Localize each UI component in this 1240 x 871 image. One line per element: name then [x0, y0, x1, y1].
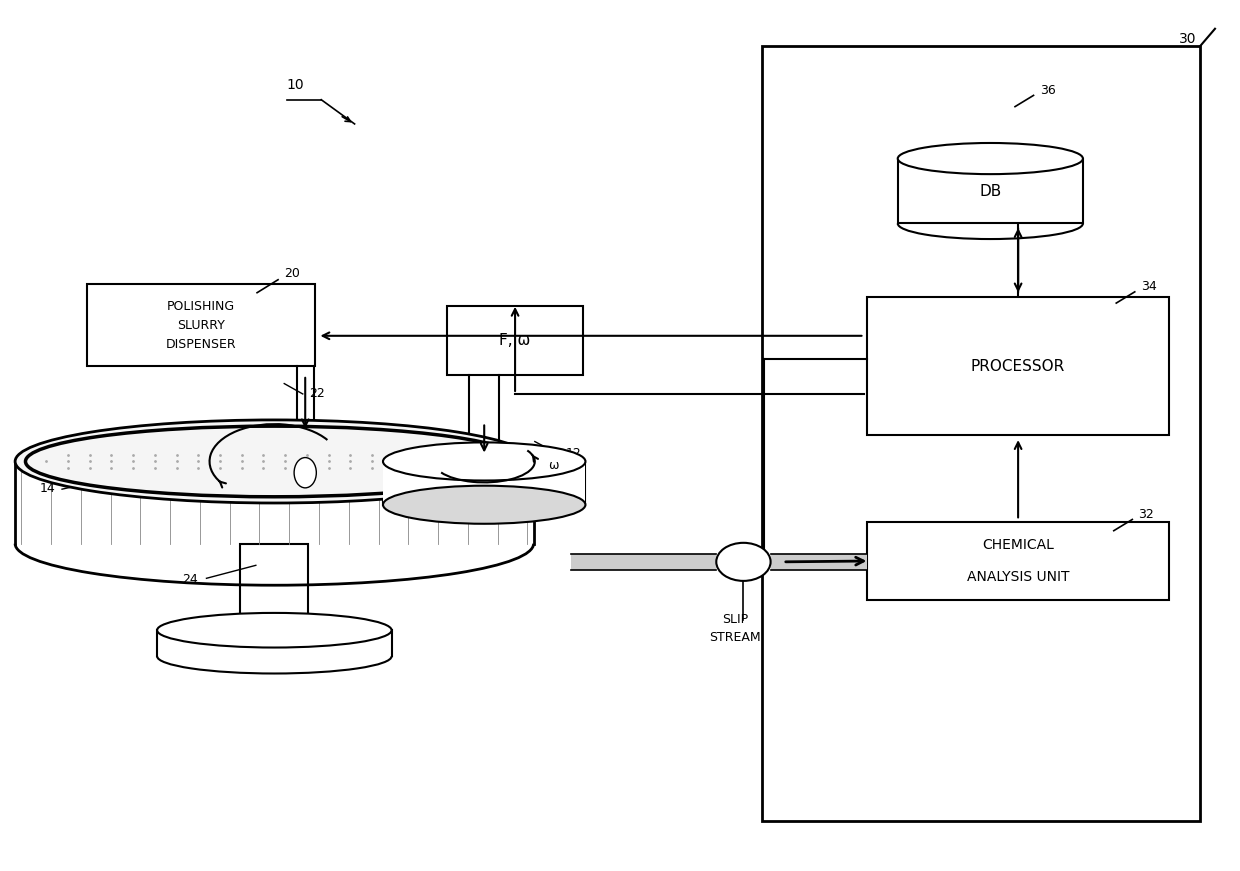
Text: 24: 24 [182, 572, 197, 585]
Bar [898, 159, 1083, 224]
Circle shape [717, 543, 770, 581]
Bar [761, 46, 1200, 820]
Text: STREAM: STREAM [709, 631, 760, 644]
Text: 14: 14 [40, 482, 56, 495]
Bar [867, 522, 1169, 600]
Text: 30: 30 [1179, 32, 1197, 46]
Text: 12: 12 [565, 447, 582, 460]
Text: 20: 20 [284, 267, 300, 280]
Text: CHEMICAL: CHEMICAL [982, 538, 1054, 552]
Text: 16: 16 [448, 512, 463, 525]
Text: POLISHING: POLISHING [167, 300, 234, 313]
Text: DISPENSER: DISPENSER [166, 338, 236, 351]
Bar [157, 631, 392, 656]
Bar [448, 306, 583, 375]
Ellipse shape [898, 143, 1083, 174]
Text: PROCESSOR: PROCESSOR [971, 359, 1065, 374]
Ellipse shape [383, 486, 585, 523]
Bar [867, 297, 1169, 436]
Bar [570, 554, 717, 570]
Ellipse shape [383, 442, 585, 481]
Bar [87, 284, 315, 367]
Ellipse shape [294, 457, 316, 488]
Text: ω: ω [548, 459, 558, 472]
Text: SLURRY: SLURRY [207, 447, 254, 460]
Text: F, ω: F, ω [500, 333, 531, 348]
Text: 36: 36 [1039, 84, 1055, 97]
Bar [15, 462, 533, 544]
Bar [241, 544, 309, 631]
Text: 10: 10 [286, 78, 304, 92]
Text: 22: 22 [309, 387, 325, 400]
Text: 34: 34 [1141, 280, 1157, 294]
Ellipse shape [15, 420, 533, 503]
Bar [770, 554, 867, 570]
Bar [383, 462, 585, 504]
Text: DB: DB [980, 184, 1002, 199]
Text: SLIP: SLIP [722, 613, 748, 626]
Ellipse shape [157, 613, 392, 647]
Text: 32: 32 [1138, 508, 1154, 521]
Text: ANALYSIS UNIT: ANALYSIS UNIT [967, 570, 1069, 584]
Text: SLURRY: SLURRY [177, 319, 224, 332]
